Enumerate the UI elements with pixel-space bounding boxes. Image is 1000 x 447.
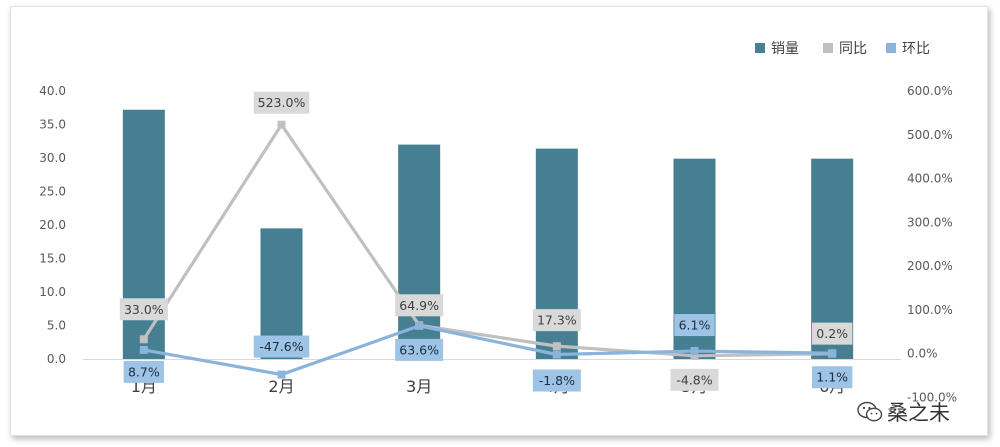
- data-label-box: [253, 335, 310, 358]
- data-label-box: [253, 91, 310, 114]
- data-label: 17.3%: [537, 313, 577, 328]
- y-left-tick-label: 15.0: [39, 252, 66, 266]
- y-right-tick-label: 0.0%: [907, 347, 938, 361]
- series-point: [690, 347, 699, 356]
- legend-label: 销量: [771, 41, 799, 57]
- data-label-box: [811, 322, 853, 345]
- series-point: [139, 335, 148, 344]
- watermark: 桑之未: [857, 399, 950, 425]
- data-label-box: [395, 338, 444, 361]
- y-left-tick-label: 0.0: [47, 352, 66, 366]
- legend-label: 环比: [902, 41, 930, 57]
- data-label-box: [674, 314, 715, 337]
- y-left-tick-label: 40.0: [39, 84, 66, 98]
- y-right-tick-label: 300.0%: [907, 215, 953, 229]
- data-label-box: [395, 294, 444, 317]
- data-label: 8.7%: [128, 364, 160, 379]
- data-label-box: [119, 298, 168, 321]
- watermark-text: 桑之未: [887, 401, 950, 425]
- data-label-box: [670, 368, 719, 391]
- data-label-box: [532, 369, 581, 392]
- series-point: [277, 120, 286, 129]
- data-label: -47.6%: [259, 339, 303, 354]
- data-label: -1.8%: [539, 373, 575, 388]
- y-right-tick-label: 400.0%: [907, 172, 953, 186]
- series-point: [552, 350, 561, 359]
- data-label: 33.0%: [124, 302, 164, 317]
- data-label: 1.1%: [816, 370, 848, 385]
- bar: [122, 109, 165, 359]
- y-right-tick-label: 500.0%: [907, 128, 953, 142]
- wechat-icon: [857, 401, 883, 422]
- data-label: 6.1%: [679, 318, 711, 333]
- x-tick-label: 3月: [406, 377, 432, 396]
- y-right-tick-label: 100.0%: [907, 303, 953, 317]
- data-label: 0.2%: [816, 326, 848, 341]
- data-label-box: [532, 309, 581, 332]
- y-left-tick-label: 5.0: [47, 319, 66, 333]
- data-label-box: [811, 366, 853, 389]
- y-left-tick-label: 35.0: [39, 118, 66, 132]
- legend-swatch: [886, 43, 896, 53]
- x-tick-label: 2月: [268, 377, 294, 396]
- series-point: [552, 342, 561, 351]
- data-label: 64.9%: [399, 298, 439, 313]
- legend-swatch: [755, 43, 765, 53]
- series-line: [143, 324, 833, 377]
- series-point: [139, 345, 148, 354]
- y-left-tick-label: 10.0: [39, 285, 66, 299]
- y-right-tick-label: -100.0%: [907, 391, 957, 405]
- series-point: [277, 370, 286, 379]
- legend-swatch: [823, 43, 833, 53]
- data-label: -4.8%: [676, 372, 712, 387]
- y-right-tick-label: 200.0%: [907, 259, 953, 273]
- series-line: [142, 123, 833, 358]
- data-label: 523.0%: [258, 95, 306, 110]
- data-label: 63.6%: [399, 342, 439, 357]
- legend-label: 同比: [839, 41, 867, 57]
- combo-chart: 0.0 5.0 10.0 15.0 20.0 25.0 30.0 35.0 40.0 -100.0…: [39, 41, 957, 405]
- y-left-tick-label: 30.0: [39, 151, 66, 165]
- data-label-box: [123, 360, 165, 383]
- chart-frame: 0.0 5.0 10.0 15.0 20.0 25.0 30.0 35.0 40.0 -100.0…: [10, 6, 988, 436]
- y-left-tick-label: 25.0: [39, 185, 66, 199]
- series-point: [690, 351, 699, 360]
- y-left-tick-label: 20.0: [39, 218, 66, 232]
- y-right-tick-label: 600.0%: [907, 84, 953, 98]
- series-point: [828, 349, 837, 358]
- series-point: [415, 321, 424, 330]
